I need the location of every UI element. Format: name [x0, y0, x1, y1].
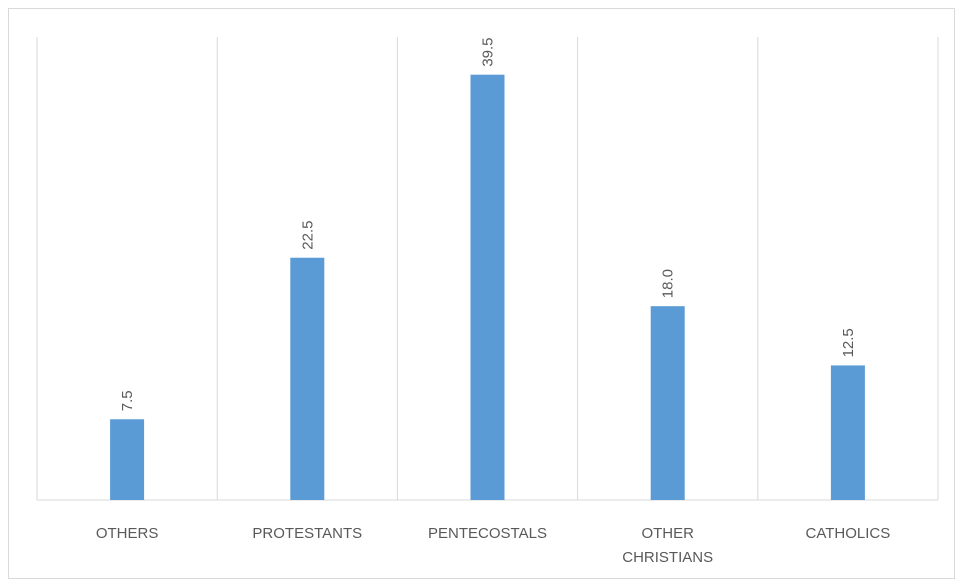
data-label-3: 18.0: [660, 269, 677, 298]
bar-other-christians: [650, 306, 685, 500]
category-label-3-line-0: OTHER: [641, 525, 694, 542]
bar-catholics: [830, 365, 865, 500]
data-label-4: 12.5: [840, 328, 857, 357]
data-labels: 7.5 22.5 39.5 18.0 12.5: [119, 37, 857, 411]
data-label-1: 22.5: [299, 221, 316, 250]
data-label-0: 7.5: [119, 390, 136, 411]
bar-protestants: [290, 257, 325, 500]
category-label-3-line-1: CHRISTIANS: [622, 549, 713, 566]
bar-series: [110, 74, 865, 501]
category-label-0: OTHERS: [96, 525, 159, 542]
category-labels: OTHERS PROTESTANTS PENTECOSTALS OTHER CHRIST…: [96, 525, 890, 566]
data-label-2: 39.5: [480, 37, 497, 66]
category-label-4: CATHOLICS: [806, 525, 891, 542]
category-gridlines: [36, 37, 939, 500]
bar-others: [110, 419, 145, 500]
bar-pentecostals: [470, 74, 505, 501]
category-label-1: PROTESTANTS: [252, 525, 362, 542]
category-label-2: PENTECOSTALS: [428, 525, 547, 542]
